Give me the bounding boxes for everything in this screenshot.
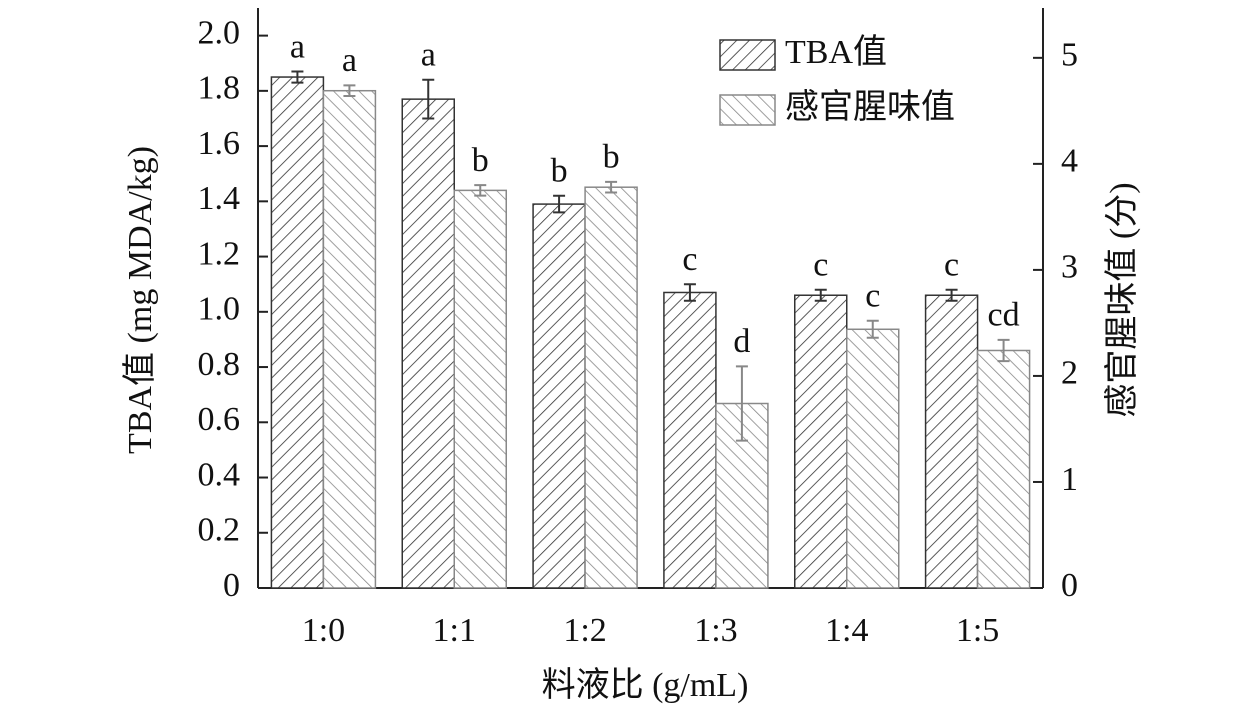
error-bar	[474, 184, 487, 197]
y-tick-label: 1.8	[198, 70, 241, 107]
significance-letter: c	[682, 241, 697, 278]
y-tick-label: 0.6	[198, 401, 241, 438]
y2-tick-label: 4	[1061, 143, 1078, 180]
x-tick-label: 1:4	[825, 612, 868, 649]
significance-letter: c	[813, 247, 828, 284]
y2-tick-label: 1	[1061, 461, 1078, 498]
error-bar	[343, 84, 356, 98]
legend-label: 感官腥味值	[785, 88, 955, 126]
legend-swatch	[719, 94, 776, 126]
x-tick-label: 1:3	[694, 612, 737, 649]
significance-letter: a	[342, 42, 357, 79]
bar	[401, 98, 455, 589]
bar	[270, 76, 325, 589]
bar	[532, 203, 586, 589]
y2-tick-label: 2	[1061, 355, 1078, 392]
y-axis-title: TBA值 (mg MDA/kg)	[121, 146, 159, 454]
bar	[453, 189, 507, 589]
y-tick-label: 1.2	[198, 235, 241, 272]
error-bar	[291, 70, 304, 84]
x-tick-label: 1:5	[956, 612, 999, 649]
y-tick-label: 1.0	[198, 291, 241, 328]
x-tick-label: 1:0	[302, 612, 345, 649]
error-bar	[814, 288, 827, 302]
error-bar	[735, 365, 748, 442]
y-tick-label: 1.4	[198, 180, 241, 217]
significance-letter: b	[603, 139, 620, 176]
y2-tick-label: 0	[1061, 567, 1078, 604]
x-tick-label: 1:2	[563, 612, 606, 649]
y2-tick-label: 5	[1061, 37, 1078, 74]
error-bar	[683, 283, 696, 302]
x-tick-label: 1:1	[433, 612, 476, 649]
significance-letter: a	[421, 37, 436, 74]
y-tick-label: 0.2	[198, 512, 241, 549]
y2-axis-title: 感官腥味值 (分)	[1103, 182, 1141, 417]
significance-letter: d	[733, 323, 750, 360]
bar	[846, 328, 900, 589]
error-bar	[553, 194, 566, 214]
error-bar	[605, 180, 618, 194]
bar	[976, 349, 1031, 589]
error-bar	[422, 78, 435, 120]
significance-letter: b	[551, 153, 568, 190]
significance-letter: b	[472, 142, 489, 179]
legend-label: TBA值	[785, 33, 887, 71]
significance-letter: c	[865, 278, 880, 315]
y-tick-label: 1.6	[198, 125, 241, 162]
significance-letter: cd	[988, 297, 1020, 334]
bar	[663, 291, 717, 589]
x-axis-title: 料液比 (g/mL)	[542, 666, 749, 704]
legend-swatch	[719, 39, 776, 71]
bar	[924, 294, 979, 589]
error-bar	[945, 288, 958, 302]
bar	[584, 186, 638, 589]
significance-letter: c	[944, 247, 959, 284]
significance-letter: a	[290, 28, 305, 65]
bar	[794, 294, 848, 589]
bar	[322, 89, 377, 589]
y-tick-label: 0.4	[198, 456, 241, 493]
y-tick-label: 2.0	[198, 14, 241, 51]
y-tick-label: 0.8	[198, 346, 241, 383]
y2-tick-label: 3	[1061, 249, 1078, 286]
error-bar	[866, 319, 879, 339]
y-tick-label: 0	[223, 567, 240, 604]
error-bar	[997, 338, 1010, 363]
